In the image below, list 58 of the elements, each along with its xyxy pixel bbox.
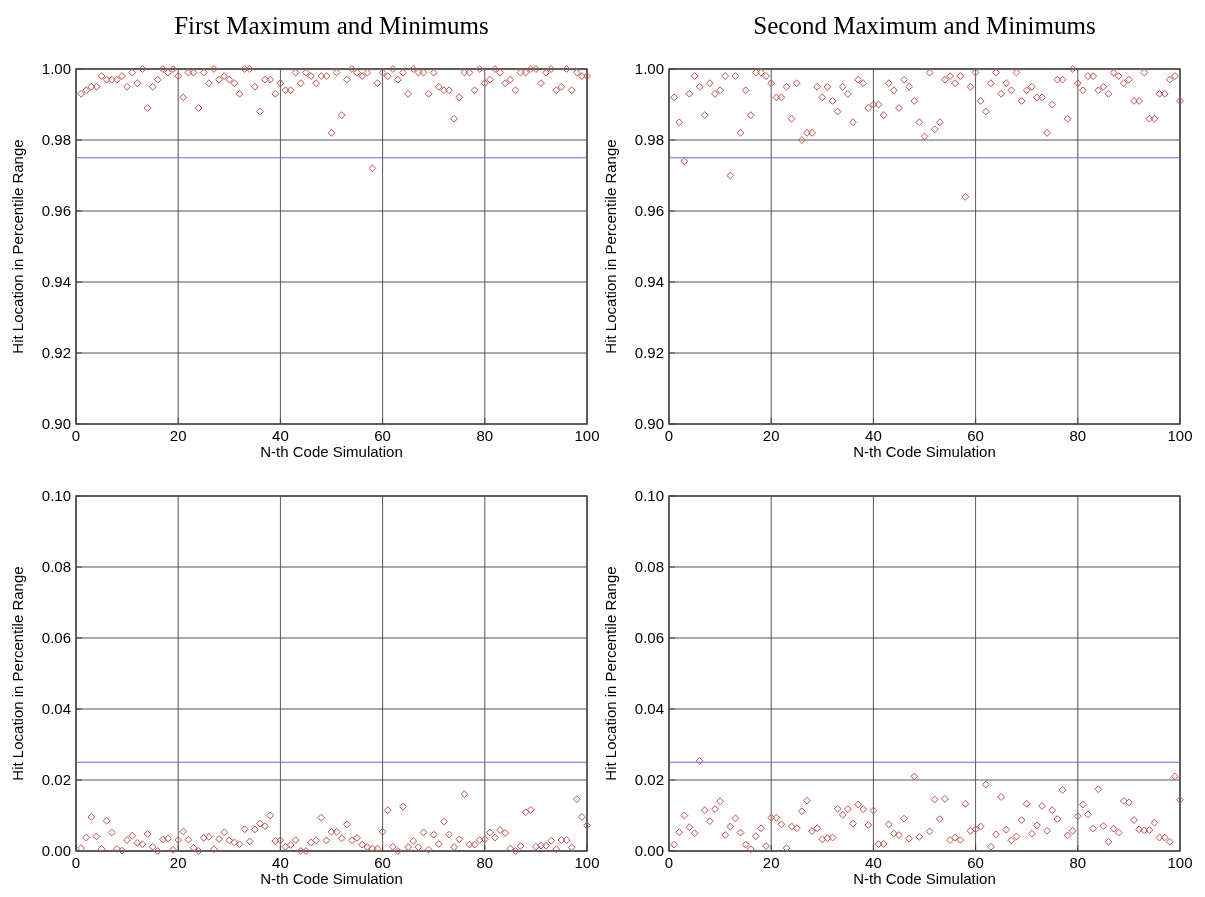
x-tick-label: 100 — [1167, 854, 1193, 871]
y-tick-label: 0.92 — [634, 344, 664, 361]
y-tick-label: 0.90 — [41, 415, 71, 432]
y-tick-label: 0.98 — [634, 131, 664, 148]
y-axis-title: Hit Location in Percentile Range — [9, 566, 26, 781]
x-tick-label: 0 — [664, 854, 674, 871]
x-tick-label: 20 — [762, 854, 780, 871]
x-axis-title: N-th Code Simulation — [260, 870, 403, 887]
x-tick-label: 60 — [374, 427, 391, 444]
x-tick-label: 60 — [967, 427, 984, 444]
y-axis-title: Hit Location in Percentile Range — [602, 139, 619, 354]
chart-title: First Maximum and Minimums — [174, 12, 489, 39]
y-tick-label: 1.00 — [634, 60, 664, 77]
y-tick-label: 0.02 — [41, 771, 71, 788]
y-tick-label: 0.96 — [41, 202, 71, 219]
y-tick-label: 0.04 — [41, 700, 71, 717]
y-tick-label: 0.00 — [634, 842, 664, 859]
y-tick-label: 0.90 — [634, 415, 664, 432]
x-tick-label: 20 — [762, 427, 780, 444]
y-tick-label: 0.92 — [41, 344, 71, 361]
x-axis-title: N-th Code Simulation — [853, 870, 996, 887]
y-tick-label: 0.00 — [41, 842, 71, 859]
x-tick-label: 0 — [664, 427, 674, 444]
x-tick-label: 80 — [1069, 854, 1087, 871]
x-tick-label: 100 — [574, 427, 600, 444]
x-tick-label: 0 — [71, 854, 81, 871]
x-axis-title: N-th Code Simulation — [853, 443, 996, 460]
y-tick-label: 0.04 — [634, 700, 664, 717]
y-tick-label: 0.10 — [41, 487, 71, 504]
y-tick-label: 1.00 — [41, 60, 71, 77]
y-axis-title: Hit Location in Percentile Range — [602, 566, 619, 781]
y-tick-label: 0.06 — [41, 629, 71, 646]
x-tick-label: 80 — [1069, 427, 1087, 444]
x-tick-label: 20 — [169, 427, 187, 444]
x-tick-label: 40 — [272, 854, 289, 871]
y-tick-label: 0.96 — [634, 202, 664, 219]
x-tick-label: 0 — [71, 427, 81, 444]
y-tick-label: 0.02 — [634, 771, 664, 788]
y-tick-label: 0.94 — [634, 273, 664, 290]
x-tick-label: 40 — [865, 427, 882, 444]
x-tick-label: 20 — [169, 854, 187, 871]
x-tick-label: 40 — [272, 427, 289, 444]
y-tick-label: 0.08 — [41, 558, 71, 575]
x-tick-label: 60 — [374, 854, 391, 871]
y-axis-title: Hit Location in Percentile Range — [9, 139, 26, 354]
chart-title: Second Maximum and Minimums — [753, 12, 1096, 39]
y-tick-label: 0.94 — [41, 273, 71, 290]
x-tick-label: 40 — [865, 854, 882, 871]
y-tick-label: 0.06 — [634, 629, 664, 646]
x-tick-label: 80 — [476, 854, 494, 871]
y-tick-label: 0.10 — [634, 487, 664, 504]
y-tick-label: 0.08 — [634, 558, 664, 575]
x-axis-title: N-th Code Simulation — [260, 443, 403, 460]
y-tick-label: 0.98 — [41, 131, 71, 148]
x-tick-label: 80 — [476, 427, 494, 444]
x-tick-label: 100 — [574, 854, 600, 871]
x-tick-label: 60 — [967, 854, 984, 871]
x-tick-label: 100 — [1167, 427, 1193, 444]
